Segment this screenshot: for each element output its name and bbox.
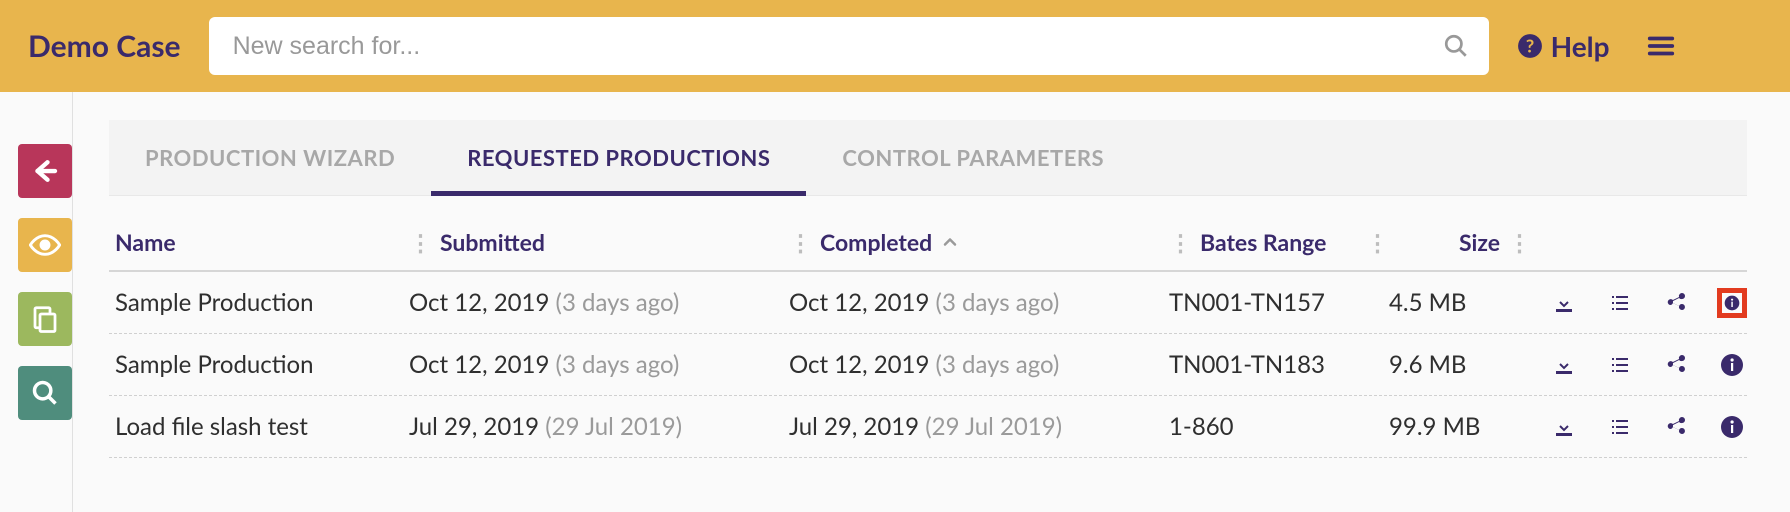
cell-submitted-date: Jul 29, 2019 [409,412,539,441]
cell-submitted-ago: (3 days ago) [556,350,680,379]
cell-bates: 1-860 [1169,412,1234,441]
cell-submitted-ago: (29 Jul 2019) [545,412,682,441]
cell-submitted-date: Oct 12, 2019 [409,288,549,317]
tab-bar: PRODUCTION WIZARD REQUESTED PRODUCTIONS … [109,120,1747,196]
cell-size: 99.9 MB [1389,412,1480,441]
cell-bates: TN001-TN157 [1169,288,1325,317]
cell-size: 4.5 MB [1389,288,1466,317]
tab-requested-productions[interactable]: REQUESTED PRODUCTIONS [431,120,806,195]
help-label: Help [1551,29,1610,63]
download-icon[interactable] [1549,350,1579,380]
th-bates[interactable]: Bates Range [1200,228,1326,256]
th-size[interactable]: Size [1459,228,1500,256]
cell-completed-date: Jul 29, 2019 [789,412,919,441]
cell-completed-ago: (3 days ago) [936,288,1060,317]
nav-back-button[interactable] [18,144,72,198]
help-icon: ? [1517,33,1543,59]
info-icon[interactable] [1717,350,1747,380]
topbar: Demo Case ? Help [0,0,1790,92]
tab-production-wizard[interactable]: PRODUCTION WIZARD [109,120,431,195]
nav-search-button[interactable] [18,366,72,420]
share-icon[interactable] [1661,350,1691,380]
search-icon[interactable] [1443,33,1469,59]
th-name[interactable]: Name [115,228,176,256]
help-link[interactable]: ? Help [1517,29,1610,63]
column-resize-icon[interactable]: ⋮ [1169,228,1192,257]
cell-completed-ago: (29 Jul 2019) [925,412,1062,441]
info-icon[interactable] [1717,412,1747,442]
cell-submitted-date: Oct 12, 2019 [409,350,549,379]
search-container [209,17,1489,75]
share-icon[interactable] [1661,288,1691,318]
column-resize-icon[interactable]: ⋮ [409,228,432,257]
download-icon[interactable] [1549,412,1579,442]
table-row: Sample Production Oct 12, 2019 (3 days ag… [109,272,1747,334]
th-completed[interactable]: Completed [820,228,932,256]
case-title: Demo Case [28,28,181,64]
sort-asc-icon[interactable] [940,232,960,252]
cell-bates: TN001-TN183 [1169,350,1325,379]
table-header-row: Name ⋮ Submitted ⋮ Completed ⋮ Bates Ran… [109,214,1747,272]
download-icon[interactable] [1549,288,1579,318]
productions-table: Name ⋮ Submitted ⋮ Completed ⋮ Bates Ran… [109,214,1747,458]
cell-name: Sample Production [115,350,314,379]
menu-icon[interactable] [1638,23,1684,69]
table-row: Load file slash test Jul 29, 2019 (29 Jul… [109,396,1747,458]
column-resize-icon[interactable]: ⋮ [789,228,812,257]
share-icon[interactable] [1661,412,1691,442]
table-row: Sample Production Oct 12, 2019 (3 days ag… [109,334,1747,396]
cell-name: Sample Production [115,288,314,317]
column-resize-icon[interactable]: ⋮ [1508,228,1531,257]
nav-view-button[interactable] [18,218,72,272]
list-icon[interactable] [1605,350,1635,380]
tab-control-parameters[interactable]: CONTROL PARAMETERS [806,120,1140,195]
cell-completed-date: Oct 12, 2019 [789,350,929,379]
cell-completed-ago: (3 days ago) [936,350,1060,379]
th-submitted[interactable]: Submitted [440,228,545,256]
info-icon[interactable] [1717,288,1747,318]
left-nav [0,92,73,512]
cell-name: Load file slash test [115,412,308,441]
list-icon[interactable] [1605,288,1635,318]
svg-text:?: ? [1525,35,1533,57]
main-content: PRODUCTION WIZARD REQUESTED PRODUCTIONS … [73,92,1790,512]
column-resize-icon[interactable]: ⋮ [1366,228,1389,257]
search-input[interactable] [209,17,1489,75]
cell-size: 9.6 MB [1389,350,1466,379]
cell-completed-date: Oct 12, 2019 [789,288,929,317]
cell-submitted-ago: (3 days ago) [556,288,680,317]
nav-copy-button[interactable] [18,292,72,346]
list-icon[interactable] [1605,412,1635,442]
